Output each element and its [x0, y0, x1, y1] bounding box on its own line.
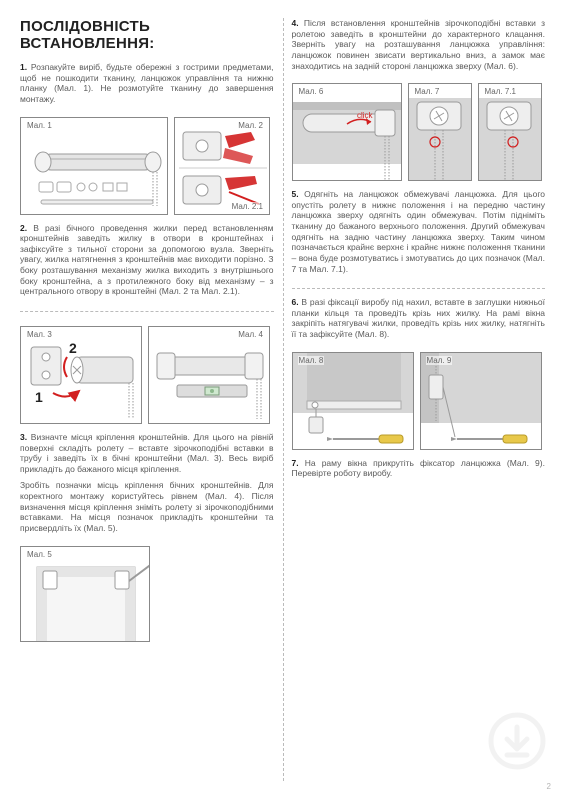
fig-1-label: Мал. 1: [26, 121, 53, 130]
fig-9: Мал. 9: [420, 352, 542, 450]
fig-3: Мал. 3 1 2: [20, 326, 142, 424]
step-3b-text: Зробіть позначки місць кріплення бічних …: [20, 480, 274, 533]
divider-right-1: [292, 288, 546, 289]
fig-row-6-7: Мал. 6 click Мал. 7: [292, 83, 546, 181]
step-5-body: Одягніть на ланцюжок обмежувачі ланцюжка…: [292, 189, 546, 273]
step-4-text: 4. Після встановлення кронштейнів зірочк…: [292, 18, 546, 71]
fig-21-label: Мал. 2.1: [231, 202, 264, 211]
fig-6: Мал. 6 click: [292, 83, 402, 181]
fig-1: Мал. 1: [20, 117, 168, 215]
step-1-body: Розпакуйте виріб, будьте обережні з гост…: [20, 62, 274, 104]
page-number: 2: [547, 782, 551, 791]
fig-4: Мал. 4: [148, 326, 270, 424]
divider-left-1: [20, 311, 274, 312]
svg-text:1: 1: [35, 389, 43, 405]
fig-7: Мал. 7: [408, 83, 472, 181]
instruction-page: ПОСЛІДОВНІСТЬ ВСТАНОВЛЕННЯ: 1. Розпакуйт…: [0, 0, 565, 799]
step-4-body: Після встановлення кронштейнів зірочкопо…: [292, 18, 546, 71]
step-1-text: 1. Розпакуйте виріб, будьте обережні з г…: [20, 62, 274, 105]
step-3a-text: 3. Визначте місця кріплення кронштейнів.…: [20, 432, 274, 475]
fig-2: Мал. 2 Мал. 2.1: [174, 117, 270, 215]
fig-2-label: Мал. 2: [237, 121, 264, 130]
fig-7-label: Мал. 7: [414, 87, 441, 96]
step-7-text: 7. На раму вікна прикрутіть фіксатор лан…: [292, 458, 546, 479]
page-title: ПОСЛІДОВНІСТЬ ВСТАНОВЛЕННЯ:: [20, 18, 274, 52]
fig-5: Мал. 5: [20, 546, 150, 642]
svg-text:2: 2: [69, 340, 77, 356]
fig-5-label: Мал. 5: [26, 550, 53, 559]
fig-71-label: Мал. 7.1: [484, 87, 517, 96]
fig-4-label: Мал. 4: [237, 330, 264, 339]
fig-row-8-9: Мал. 8 Мал. 9: [292, 352, 546, 450]
watermark-icon: [487, 711, 547, 771]
step-7-body: На раму вікна прикрутіть фіксатор ланцюж…: [292, 458, 545, 479]
step-2-text: 2. В разі бічного проведення жилки перед…: [20, 223, 274, 297]
fig-6-label: Мал. 6: [298, 87, 325, 96]
left-column: ПОСЛІДОВНІСТЬ ВСТАНОВЛЕННЯ: 1. Розпакуйт…: [20, 18, 274, 787]
step-6-body: В разі фіксації виробу під нахил, вставт…: [292, 297, 546, 339]
click-label: click: [357, 111, 374, 120]
column-divider: [283, 18, 284, 781]
fig-8-label: Мал. 8: [298, 356, 325, 365]
fig-9-label: Мал. 9: [426, 356, 453, 365]
step-5-text: 5. Одягніть на ланцюжок обмежувачі ланцю…: [292, 189, 546, 274]
right-column: 4. Після встановлення кронштейнів зірочк…: [292, 18, 546, 787]
step-2-body: В разі бічного проведення жилки перед вс…: [20, 223, 274, 297]
fig-row-3-4: Мал. 3 1 2: [20, 326, 274, 424]
fig-71: Мал. 7.1: [478, 83, 542, 181]
fig-8: Мал. 8: [292, 352, 414, 450]
step-3a-body: Визначте місця кріплення кронштейнів. Дл…: [20, 432, 274, 474]
fig-row-1-2: Мал. 1: [20, 117, 274, 215]
fig-3-label: Мал. 3: [26, 330, 53, 339]
step-6-text: 6. В разі фіксації виробу під нахил, вст…: [292, 297, 546, 340]
fig-row-5: Мал. 5: [20, 546, 274, 642]
